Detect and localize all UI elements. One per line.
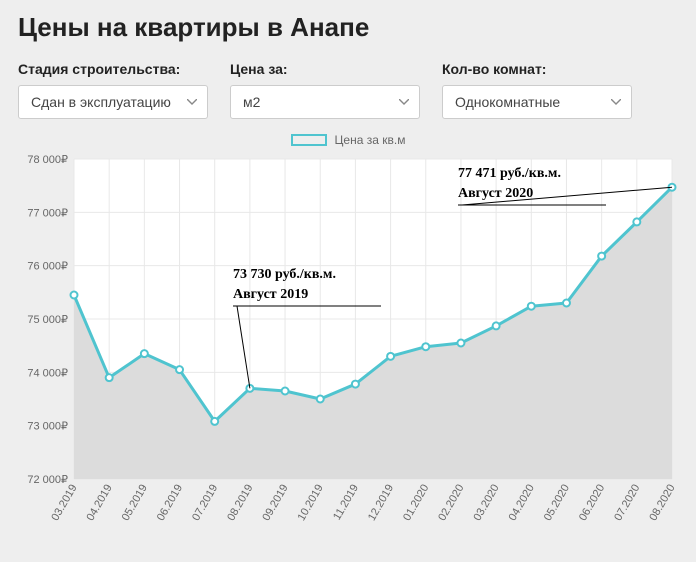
- svg-text:03.2019: 03.2019: [49, 483, 79, 523]
- svg-text:78 000₽: 78 000₽: [27, 154, 68, 166]
- filter-price-group: Цена за: м2: [230, 61, 420, 119]
- filter-stage-select[interactable]: Сдан в эксплуатацию: [18, 85, 208, 119]
- svg-text:74 000₽: 74 000₽: [27, 367, 68, 379]
- svg-text:12.2019: 12.2019: [366, 483, 396, 523]
- svg-text:10.2019: 10.2019: [296, 483, 326, 523]
- svg-text:08.2020: 08.2020: [647, 483, 677, 523]
- chart-legend: Цена за кв.м: [18, 129, 678, 149]
- svg-text:04.2019: 04.2019: [84, 483, 114, 523]
- filter-rooms-select[interactable]: Однокомнатные: [442, 85, 632, 119]
- page-title: Цены на квартиры в Анапе: [18, 12, 678, 43]
- svg-text:72 000₽: 72 000₽: [27, 474, 68, 486]
- chevron-down-icon: [399, 99, 409, 105]
- svg-text:11.2019: 11.2019: [331, 483, 361, 523]
- filter-price-value: м2: [243, 94, 260, 110]
- svg-text:77 471 руб./кв.м.: 77 471 руб./кв.м.: [458, 166, 561, 181]
- svg-text:05.2019: 05.2019: [120, 483, 150, 523]
- filter-stage-value: Сдан в эксплуатацию: [31, 94, 171, 110]
- svg-text:09.2019: 09.2019: [260, 483, 290, 523]
- svg-text:06.2019: 06.2019: [155, 483, 185, 523]
- svg-text:05.2020: 05.2020: [542, 483, 572, 523]
- filter-rooms-group: Кол-во комнат: Однокомнатные: [442, 61, 632, 119]
- filter-rooms-label: Кол-во комнат:: [442, 61, 632, 77]
- svg-text:08.2019: 08.2019: [225, 483, 255, 523]
- chevron-down-icon: [611, 99, 621, 105]
- svg-text:73 000₽: 73 000₽: [27, 421, 68, 433]
- chart-plot: 72 000₽ 73 000₽ 74 000₽ 75 000₽ 76 000₽ 77 00…: [18, 149, 678, 549]
- filter-stage-label: Стадия строительства:: [18, 61, 208, 77]
- filter-rooms-value: Однокомнатные: [455, 94, 560, 110]
- svg-text:77 000₽: 77 000₽: [27, 207, 68, 219]
- legend-label: Цена за кв.м: [335, 133, 406, 147]
- chart-svg: 72 000₽ 73 000₽ 74 000₽ 75 000₽ 76 000₽ 77 00…: [18, 149, 678, 549]
- svg-text:01.2020: 01.2020: [401, 483, 431, 523]
- svg-text:06.2020: 06.2020: [577, 483, 607, 523]
- svg-text:04.2020: 04.2020: [507, 483, 537, 523]
- filter-bar: Стадия строительства: Сдан в эксплуатаци…: [18, 61, 678, 119]
- svg-text:Август 2020: Август 2020: [458, 186, 533, 201]
- filter-price-label: Цена за:: [230, 61, 420, 77]
- svg-text:03.2020: 03.2020: [471, 483, 501, 523]
- svg-text:76 000₽: 76 000₽: [27, 261, 68, 273]
- chevron-down-icon: [187, 99, 197, 105]
- legend-swatch: [291, 134, 327, 146]
- svg-text:02.2020: 02.2020: [436, 483, 466, 523]
- svg-text:07.2019: 07.2019: [190, 483, 220, 523]
- svg-text:Август 2019: Август 2019: [233, 287, 308, 302]
- chart-container: Цена за кв.м 72 000₽ 73 000₽ 74 000₽ 75 000…: [18, 129, 678, 549]
- filter-price-select[interactable]: м2: [230, 85, 420, 119]
- svg-text:07.2020: 07.2020: [612, 483, 642, 523]
- svg-text:73 730 руб./кв.м.: 73 730 руб./кв.м.: [233, 267, 336, 282]
- svg-text:75 000₽: 75 000₽: [27, 314, 68, 326]
- filter-stage-group: Стадия строительства: Сдан в эксплуатаци…: [18, 61, 208, 119]
